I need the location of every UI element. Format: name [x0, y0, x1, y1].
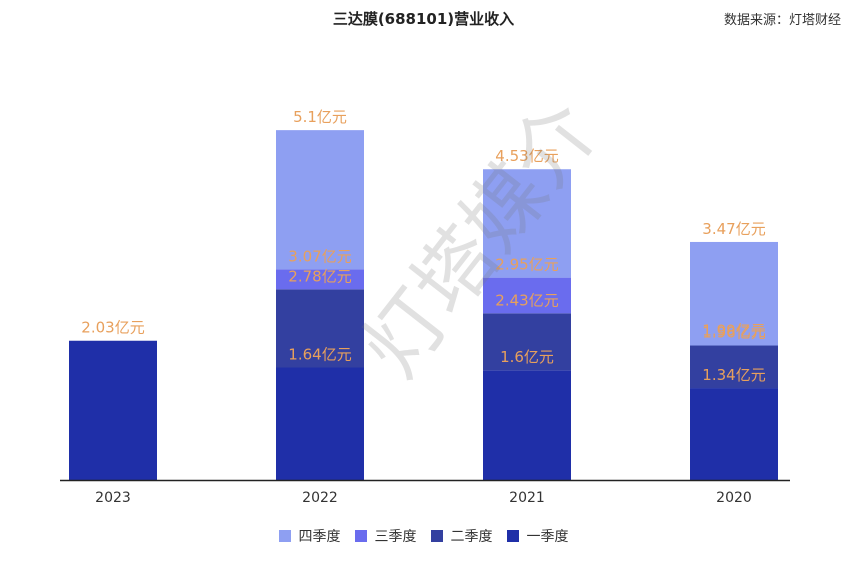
legend-item[interactable]: 三季度 [354, 526, 417, 546]
data-label: 2.95亿元 [495, 256, 558, 274]
data-label: 2.78亿元 [288, 267, 351, 285]
data-label: 1.6亿元 [500, 348, 554, 366]
data-label: 5.1亿元 [293, 108, 347, 126]
x-tick-label: 2023 [95, 490, 131, 506]
legend-label: 二季度 [450, 529, 493, 545]
bar-2020-series-3 [690, 241, 778, 346]
bar-2021-series-2 [483, 277, 571, 314]
source-note: 数据来源：灯塔财经 [723, 13, 841, 28]
bar-2021-series-0 [483, 370, 571, 480]
bar-2022-series-1 [276, 289, 364, 368]
data-label: 2.03亿元 [81, 319, 144, 337]
data-label: 1.64亿元 [288, 345, 351, 363]
data-label: 4.53亿元 [495, 147, 558, 165]
bar-2022-series-3 [276, 130, 364, 270]
legend-item[interactable]: 一季度 [506, 526, 569, 546]
data-label: 3.07亿元 [288, 247, 351, 265]
x-tick-label: 2021 [509, 490, 545, 506]
legend-label: 四季度 [298, 529, 341, 545]
legend-label: 一季度 [526, 529, 569, 545]
data-label: 3.47亿元 [702, 220, 765, 238]
bar-2020-series-0 [690, 388, 778, 480]
data-label: 1.34亿元 [702, 366, 765, 384]
legend: 四季度 三季度 二季度 一季度 [0, 526, 847, 546]
bar-2020-series-1 [690, 343, 778, 389]
chart-plot: 2023 2022 2021 2020 2.03亿元 1.64亿元 2.78亿元 3.07亿元… [60, 108, 790, 506]
bar-2021-series-3 [483, 169, 571, 278]
bar-2021-series-1 [483, 313, 571, 371]
bar-2022-series-2 [276, 269, 364, 290]
legend-swatch [354, 530, 367, 542]
chart-title: 三达膜(688101)营业收入 [332, 10, 515, 28]
x-tick-label: 2022 [302, 490, 338, 506]
data-label: 2.43亿元 [495, 291, 558, 309]
x-tick-label: 2020 [716, 490, 752, 506]
data-label: 1.96亿元 [702, 324, 765, 342]
bar-2022-series-0 [276, 367, 364, 480]
legend-item[interactable]: 二季度 [430, 526, 493, 546]
bar-2023-series-0 [69, 340, 157, 480]
legend-swatch [506, 530, 519, 542]
legend-item[interactable]: 四季度 [278, 526, 341, 546]
legend-swatch [278, 530, 291, 542]
legend-label: 三季度 [374, 529, 417, 545]
legend-swatch [430, 530, 443, 542]
data-label: 1.99亿元 [702, 321, 765, 339]
